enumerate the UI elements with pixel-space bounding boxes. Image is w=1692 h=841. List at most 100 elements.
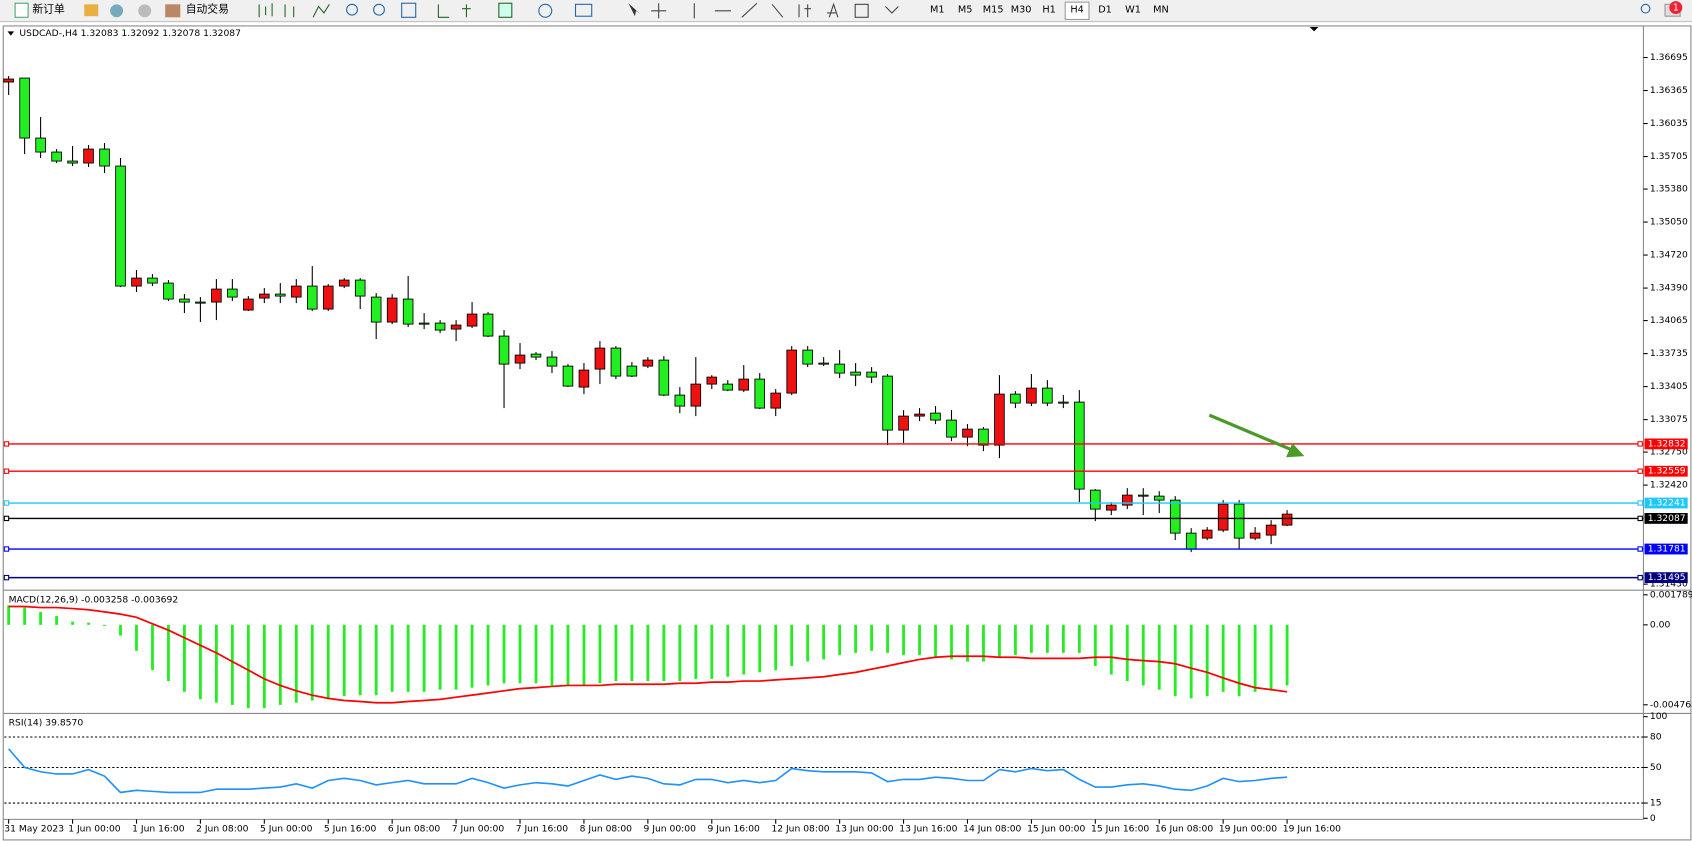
symbol-menu[interactable] (7, 31, 15, 36)
candle-body (35, 137, 46, 153)
level-label: 1.32087 (1648, 513, 1686, 524)
level-handle (1637, 468, 1643, 474)
macd-bar (151, 624, 154, 671)
arrows-tool[interactable] (885, 6, 899, 14)
level-handle (3, 546, 10, 552)
macd-bar (1173, 624, 1177, 697)
label-tool[interactable] (854, 3, 869, 18)
timeframe-button[interactable]: MN (1153, 5, 1169, 16)
macd-bar (167, 624, 170, 682)
timeframe-button[interactable]: M5 (958, 5, 973, 16)
icon[interactable] (110, 4, 124, 18)
candle-body (275, 293, 286, 297)
candle-body (19, 77, 30, 139)
macd-bar (982, 624, 985, 662)
candle-body (243, 298, 254, 311)
candle-body (658, 359, 670, 396)
periods[interactable] (538, 3, 553, 18)
y-tick-label: 0.001789 (1650, 589, 1692, 600)
macd-bar (1189, 624, 1193, 699)
candle-body (962, 428, 973, 438)
candle-body (1074, 401, 1085, 490)
macd-bar (470, 624, 474, 688)
x-tick-label: 31 May 2023 (4, 824, 64, 835)
x-tick-label: 5 Jun 00:00 (260, 824, 313, 835)
level-label: 1.32559 (1648, 466, 1686, 477)
macd-bar (726, 624, 730, 677)
zoom-in[interactable] (346, 3, 358, 16)
auto-trading-button[interactable]: 自动交易 (186, 2, 229, 16)
timeframe-button[interactable]: D1 (1098, 5, 1112, 16)
level-handle (3, 441, 10, 447)
macd-bar (374, 624, 378, 696)
candle-body (1185, 532, 1197, 550)
scroll-icons[interactable] (437, 4, 471, 18)
macd-bar (294, 624, 298, 703)
timeframe-button[interactable]: H4 (1070, 5, 1083, 16)
candle-body (642, 359, 654, 367)
macd-bar (135, 624, 138, 651)
icon[interactable] (84, 4, 99, 17)
macd-bar (1205, 624, 1209, 697)
tile-windows[interactable] (401, 2, 417, 18)
candle-body (994, 393, 1005, 446)
timeframe-button[interactable]: H1 (1042, 5, 1055, 16)
candle-body (626, 365, 638, 377)
macd-bar (502, 624, 506, 684)
timeframe-button[interactable]: M1 (930, 5, 945, 16)
candle-body (690, 383, 702, 407)
macd-bar (406, 624, 410, 692)
new-order-icon[interactable] (14, 2, 29, 18)
macd-bar (534, 624, 538, 684)
candle-body (1010, 393, 1021, 404)
y-tick-label: 1.36695 (1650, 52, 1688, 63)
candle-body (1090, 489, 1101, 510)
auto-trading-icon[interactable] (165, 4, 181, 18)
candle-body (83, 148, 94, 164)
zoom-out[interactable] (373, 3, 385, 16)
indicators[interactable] (498, 2, 513, 18)
templates[interactable] (574, 3, 593, 17)
y-tick-label: 1.34065 (1650, 315, 1688, 326)
candle-body (706, 376, 718, 385)
new-order-button[interactable]: 新订单 (32, 2, 65, 16)
timeframe-button[interactable]: M15 (983, 5, 1004, 16)
candle-body (466, 313, 478, 327)
chart-type-icons[interactable] (258, 3, 330, 18)
candle-body (450, 324, 462, 330)
candle-body (1106, 504, 1117, 511)
candle-body (610, 347, 622, 377)
macd-bar (742, 624, 746, 675)
timeframe-button[interactable]: W1 (1125, 5, 1141, 16)
macd-bar (438, 624, 442, 690)
x-tick-label: 16 Jun 08:00 (1155, 824, 1213, 835)
macd-bar (854, 624, 858, 653)
macd-bar (87, 622, 90, 625)
macd-bar (934, 624, 937, 658)
candle-body (530, 353, 542, 358)
candle-body (227, 288, 238, 298)
candle-body (1265, 524, 1277, 536)
candle-body (482, 313, 494, 337)
search[interactable] (1640, 3, 1651, 14)
macd-bar (646, 624, 650, 682)
y-tick-label: 1.35380 (1650, 184, 1688, 195)
cursor[interactable] (628, 3, 641, 17)
macd-bar (774, 624, 778, 671)
x-tick-label: 5 Jun 16:00 (324, 824, 377, 835)
macd-bar (358, 624, 362, 696)
text-tool[interactable] (827, 2, 839, 18)
timeframe-button[interactable]: M30 (1011, 5, 1032, 16)
y-tick-label: 0.00 (1650, 619, 1671, 630)
macd-bar (806, 624, 810, 662)
candle-body (882, 375, 893, 431)
icon[interactable] (138, 4, 152, 18)
chart-label: USDCAD-,H4 1.32083 1.32092 1.32078 1.320… (19, 28, 241, 39)
candle-body (898, 415, 909, 431)
candle-body (418, 322, 430, 325)
y-tick-label: 1.32420 (1650, 480, 1688, 491)
macd-bar (1029, 624, 1033, 653)
candle-body (290, 285, 302, 298)
drawing-tools[interactable] (651, 2, 811, 19)
